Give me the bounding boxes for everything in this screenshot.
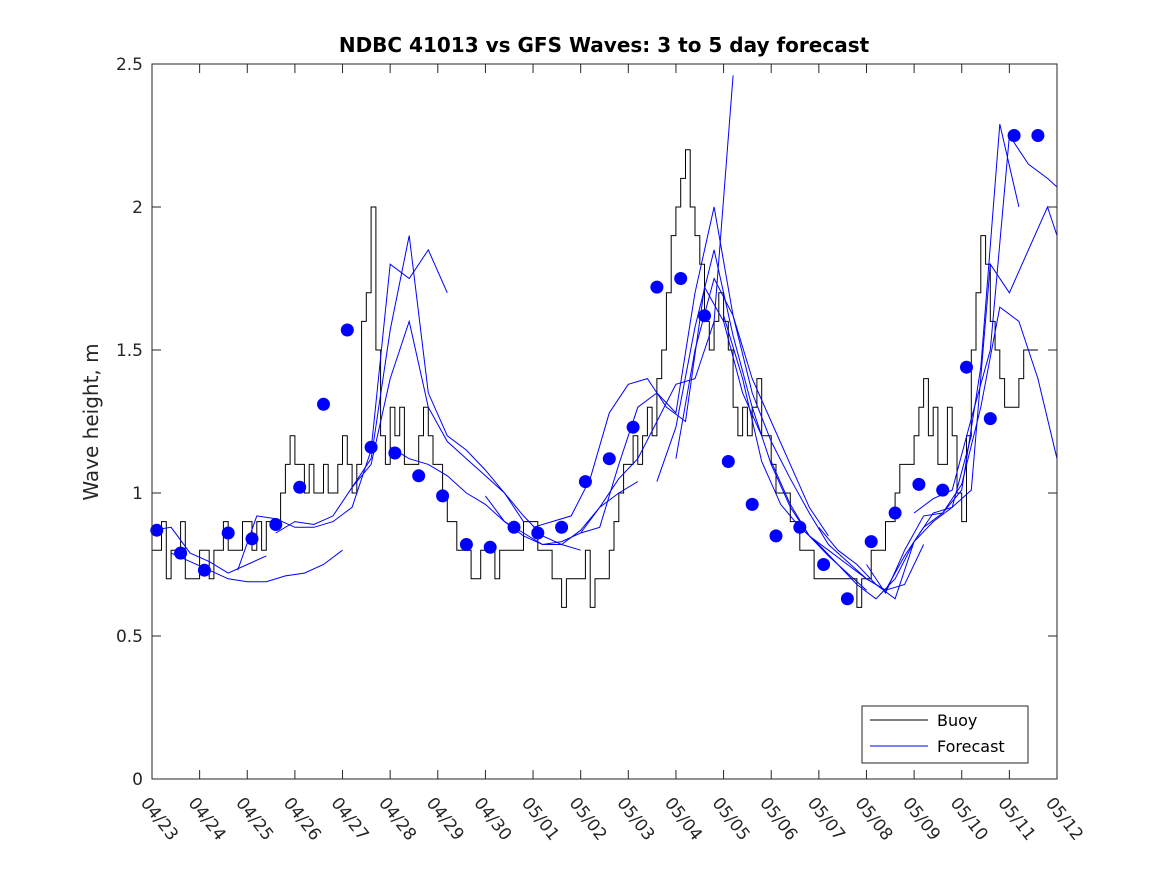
forecast-point [364, 440, 378, 454]
forecast-point [483, 540, 497, 554]
forecast-point [745, 497, 759, 511]
y-tick-label: 0 [132, 770, 143, 790]
legend: Buoy Forecast [861, 705, 1029, 764]
y-tick-label: 2.5 [116, 55, 143, 75]
forecast-point [840, 592, 854, 606]
forecast-point [864, 535, 878, 549]
forecast-point [293, 480, 307, 494]
forecast-point [936, 483, 950, 497]
forecast-point [888, 506, 902, 520]
forecast-point [674, 272, 688, 285]
forecast-point [912, 477, 926, 491]
forecast-point [221, 526, 235, 540]
forecast-point [245, 532, 259, 546]
forecast-point [1007, 129, 1021, 142]
forecast-run-line-15 [866, 306, 1057, 595]
y-tick-label: 0.5 [116, 627, 143, 647]
y-tick-label: 2 [132, 198, 143, 218]
forecast-point [769, 529, 783, 543]
forecast-run-line-9 [580, 206, 829, 537]
forecast-run-line-13 [770, 123, 1020, 591]
forecast-point [578, 475, 592, 489]
legend-buoy-label: Buoy [937, 711, 977, 730]
legend-box [861, 705, 1029, 764]
forecast-point [388, 446, 402, 460]
y-axis-label: Wave height, m [79, 343, 103, 500]
forecast-point [721, 455, 735, 468]
forecast-point [317, 397, 330, 411]
forecast-point [436, 489, 450, 503]
forecast-point [174, 546, 188, 560]
forecast-point [817, 558, 831, 571]
forecast-point [650, 280, 664, 294]
chart-title: NDBC 41013 vs GFS Waves: 3 to 5 day fore… [339, 33, 870, 57]
forecast-point [269, 518, 283, 531]
forecast-point [698, 309, 711, 323]
y-tick-label: 1.5 [116, 341, 143, 361]
forecast-run-line-12 [723, 315, 972, 600]
forecast-point [555, 520, 569, 534]
forecast-point [150, 523, 164, 537]
forecast-run-line-16 [913, 134, 1057, 514]
forecast-point [412, 469, 426, 483]
forecast-point [602, 452, 616, 466]
legend-forecast-label: Forecast [937, 737, 1005, 756]
y-tick-label: 1 [132, 484, 143, 504]
forecast-run-line-3 [237, 248, 448, 571]
forecast-point [960, 360, 973, 374]
plot-frame [151, 63, 1058, 780]
forecast-point [197, 563, 211, 577]
forecast-run-line-4 [275, 235, 524, 534]
plot-background [152, 64, 1057, 779]
forecast-point [1031, 129, 1045, 142]
forecast-run-line-8 [532, 285, 763, 528]
buoy-series-line [152, 149, 1038, 608]
forecast-point [507, 520, 521, 534]
forecast-point [626, 420, 640, 434]
forecast-point [983, 412, 997, 426]
forecast-point [531, 526, 545, 540]
forecast-run-line-14 [818, 205, 1057, 600]
forecast-point [340, 323, 354, 337]
forecast-run-line-1 [152, 526, 267, 574]
forecast-run-line-10 [656, 249, 867, 591]
forecast-point [793, 520, 807, 534]
forecast-point [459, 538, 473, 551]
